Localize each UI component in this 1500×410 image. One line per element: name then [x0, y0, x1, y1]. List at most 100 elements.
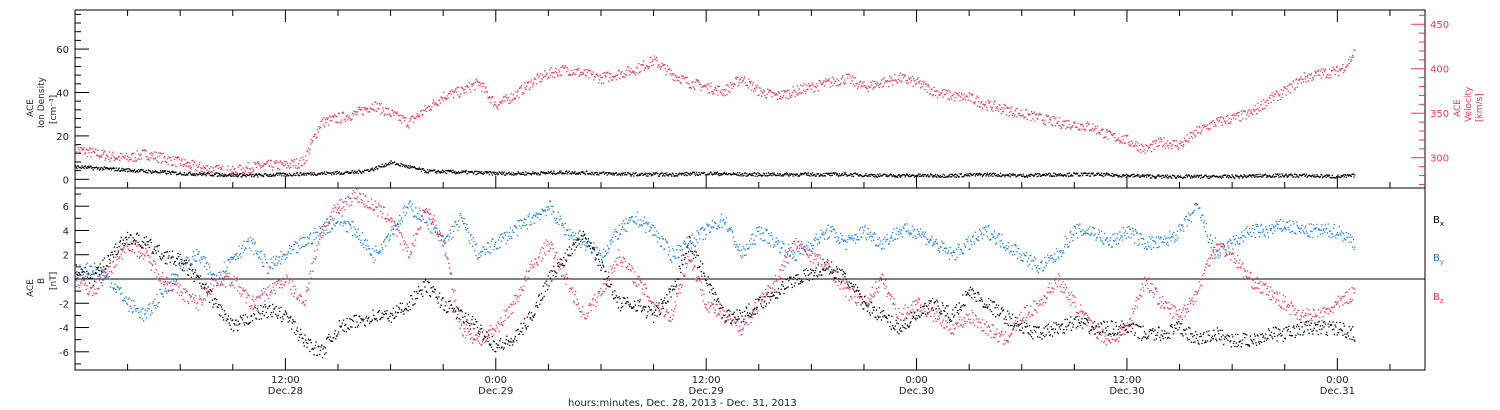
data-point: [890, 235, 892, 237]
data-point: [781, 175, 783, 177]
data-point: [215, 172, 218, 174]
data-point: [669, 173, 671, 175]
data-point: [758, 174, 760, 177]
data-point: [1228, 175, 1230, 177]
data-point: [1066, 172, 1068, 175]
data-point: [885, 239, 888, 241]
data-point: [437, 236, 439, 238]
data-point: [1176, 145, 1179, 147]
data-point: [1273, 176, 1275, 178]
data-point: [997, 108, 999, 110]
data-point: [1010, 174, 1012, 176]
data-point: [419, 168, 421, 170]
data-point: [592, 71, 594, 73]
data-point: [744, 76, 746, 78]
data-point: [464, 171, 467, 173]
data-point: [403, 120, 406, 122]
data-point: [568, 74, 570, 76]
data-point: [1069, 127, 1071, 129]
data-point: [921, 85, 923, 88]
data-point: [1304, 175, 1306, 177]
data-point: [1284, 175, 1286, 177]
data-point: [307, 173, 310, 175]
data-point: [1174, 144, 1176, 147]
data-point: [602, 256, 604, 258]
data-point: [530, 221, 532, 223]
data-point: [105, 272, 107, 274]
data-point: [656, 236, 658, 238]
data-point: [465, 229, 467, 231]
data-point: [998, 175, 1000, 177]
data-point: [326, 117, 328, 119]
data-point: [686, 236, 688, 239]
data-point: [1204, 125, 1206, 128]
data-point: [710, 171, 712, 174]
data-point: [682, 173, 684, 175]
data-point: [243, 171, 245, 174]
data-point: [508, 232, 510, 234]
data-point: [660, 66, 662, 68]
data-point: [406, 206, 409, 208]
data-point: [1276, 173, 1278, 176]
data-point: [201, 170, 204, 173]
data-point: [248, 174, 250, 177]
data-point: [413, 166, 415, 169]
data-point: [556, 218, 558, 220]
data-point: [378, 102, 380, 105]
data-point: [1300, 76, 1302, 78]
data-point: [434, 226, 436, 228]
data-point: [668, 174, 670, 176]
data-point: [408, 120, 411, 123]
data-point: [974, 173, 976, 175]
data-point: [767, 91, 770, 93]
data-point: [1348, 63, 1350, 65]
data-point: [489, 246, 491, 248]
data-point: [1173, 175, 1176, 177]
data-point: [1011, 106, 1013, 108]
data-point: [1182, 177, 1184, 179]
data-point: [360, 109, 362, 111]
data-point: [814, 175, 817, 177]
data-point: [822, 175, 824, 177]
data-point: [1100, 129, 1102, 132]
data-point: [769, 174, 772, 176]
data-point: [522, 173, 524, 176]
data-point: [251, 171, 253, 174]
data-point: [189, 171, 191, 173]
data-point: [186, 162, 188, 164]
data-point: [516, 172, 518, 175]
data-point: [979, 174, 981, 176]
data-point: [381, 163, 383, 165]
data-point: [596, 247, 599, 249]
data-point: [1140, 151, 1142, 154]
data-point: [493, 103, 495, 106]
data-point: [191, 174, 193, 176]
data-point: [1221, 175, 1223, 177]
data-point: [397, 114, 399, 117]
data-point: [136, 307, 139, 310]
data-point: [77, 165, 80, 167]
data-point: [314, 133, 317, 135]
data-point: [1261, 108, 1263, 110]
data-point: [1331, 70, 1333, 72]
data-point: [680, 82, 682, 85]
data-point: [901, 74, 904, 76]
data-point: [249, 173, 251, 175]
data-point: [126, 158, 128, 161]
data-point: [1021, 115, 1023, 117]
data-point: [1036, 117, 1038, 120]
data-point: [565, 234, 567, 236]
data-point: [345, 223, 347, 225]
data-point: [511, 237, 513, 240]
data-point: [117, 168, 120, 170]
data-point: [380, 166, 382, 168]
data-point: [461, 86, 463, 88]
data-point: [1253, 175, 1255, 177]
data-point: [376, 251, 378, 254]
data-point: [100, 154, 102, 157]
data-point: [473, 82, 475, 84]
data-point: [1178, 176, 1181, 178]
data-point: [238, 174, 240, 176]
data-point: [1092, 172, 1094, 174]
data-point: [1184, 176, 1186, 179]
